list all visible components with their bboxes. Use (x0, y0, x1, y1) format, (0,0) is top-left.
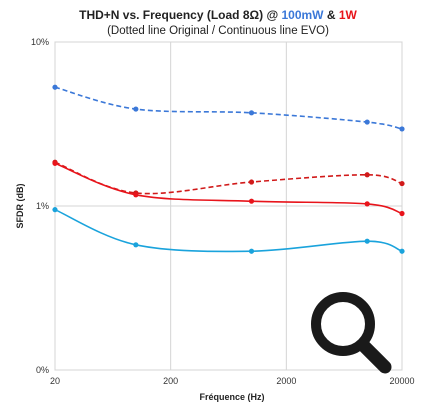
series-point (364, 238, 370, 244)
y-tick-label: 1% (36, 201, 49, 211)
series-point (399, 126, 405, 132)
series-point (399, 248, 405, 254)
title-joiner: & (324, 8, 339, 22)
x-tick-label: 20000 (389, 376, 414, 386)
chart-title: THD+N vs. Frequency (Load 8Ω) @ 100mW & … (79, 8, 357, 22)
title-prefix: THD+N vs. Frequency (Load 8Ω) @ (79, 8, 281, 22)
series-point (248, 179, 255, 185)
series-point (52, 160, 58, 166)
series-point (248, 110, 255, 116)
y-tick-labels: 10% 1% 0% (31, 37, 49, 375)
series-point (399, 210, 405, 217)
series-point (364, 119, 370, 125)
series-point (133, 106, 139, 112)
series-point (52, 84, 58, 90)
title-level-a: 100mW (281, 8, 324, 22)
series-point (248, 248, 255, 254)
series-point (133, 192, 139, 198)
title-level-b: 1W (339, 8, 358, 22)
series-point (364, 201, 370, 207)
series-point (52, 207, 58, 213)
x-tick-labels: 20 200 2000 20000 (50, 376, 415, 386)
series-group (52, 84, 405, 254)
chart-subtitle: (Dotted line Original / Continuous line … (107, 25, 329, 37)
series-line-1 (54, 86, 403, 130)
series-point (364, 172, 370, 178)
x-tick-label: 200 (163, 376, 178, 386)
y-tick-label: 10% (31, 37, 49, 47)
grid (54, 41, 403, 371)
x-axis-label: Fréquence (Hz) (199, 392, 264, 402)
series-point (248, 198, 255, 204)
y-axis-label: SFDR (dB) (15, 184, 25, 229)
y-tick-label: 0% (36, 365, 49, 375)
x-tick-label: 2000 (276, 376, 296, 386)
x-tick-label: 20 (50, 376, 60, 386)
series-point (133, 242, 139, 248)
series-point (399, 180, 405, 187)
magnifier-icon[interactable] (311, 292, 392, 374)
